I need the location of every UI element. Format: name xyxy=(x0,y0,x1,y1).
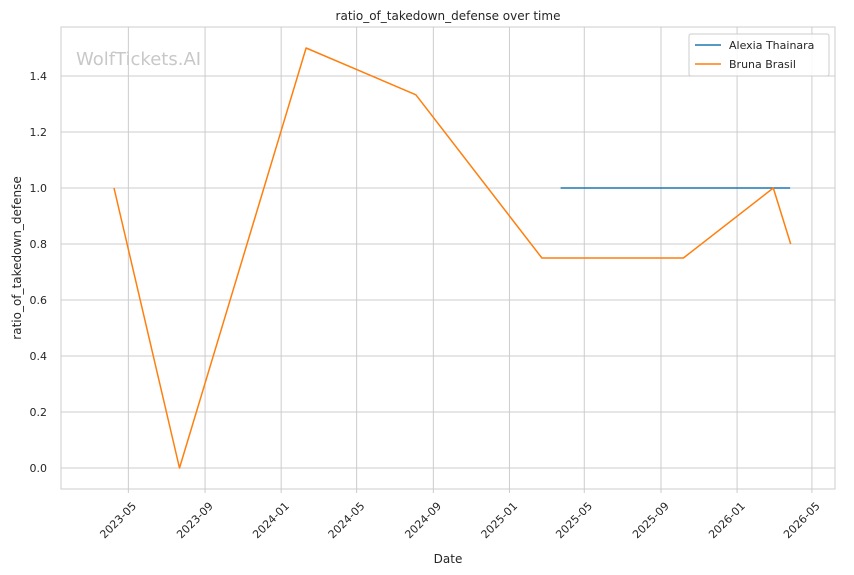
x-tick-label: 2023-05 xyxy=(97,500,139,542)
y-tick-label: 0.2 xyxy=(30,406,48,419)
y-tick-label: 0.6 xyxy=(30,294,48,307)
y-tick-label: 0.8 xyxy=(30,238,48,251)
x-tick-label: 2024-01 xyxy=(250,500,292,542)
series-lines xyxy=(113,47,792,469)
x-tick-label: 2025-05 xyxy=(553,500,595,542)
x-tick-label: 2025-01 xyxy=(479,500,521,542)
x-tick-label: 2024-05 xyxy=(326,500,368,542)
plot-area-frame xyxy=(60,26,836,490)
x-tick-label: 2026-05 xyxy=(781,500,823,542)
y-axis-ticks: 0.0 0.2 0.4 0.6 0.8 1.0 1.2 1.4 xyxy=(30,70,48,475)
legend: Alexia Thainara Bruna Brasil xyxy=(688,33,830,77)
y-tick-label: 0.0 xyxy=(30,462,48,475)
x-tick-label: 2024-09 xyxy=(402,500,444,542)
legend-box xyxy=(688,33,830,77)
x-axis-label: Date xyxy=(434,552,463,566)
x-axis-ticks: 2023-05 2023-09 2024-01 2024-05 2024-09 2025-… xyxy=(97,489,823,542)
x-tick-label: 2025-09 xyxy=(630,500,672,542)
grid xyxy=(61,27,835,489)
y-tick-label: 0.4 xyxy=(30,350,48,363)
legend-label: Alexia Thainara xyxy=(729,39,814,52)
y-tick-label: 1.2 xyxy=(30,126,48,139)
legend-label: Bruna Brasil xyxy=(729,58,796,71)
chart-title: ratio_of_takedown_defense over time xyxy=(336,9,561,23)
series-line-bruna-brasil xyxy=(113,47,792,469)
y-axis-label: ratio_of_takedown_defense xyxy=(10,176,24,339)
y-tick-label: 1.0 xyxy=(30,182,48,195)
x-tick-label: 2026-01 xyxy=(706,500,748,542)
y-tick-label: 1.4 xyxy=(30,70,48,83)
x-tick-label: 2023-09 xyxy=(174,500,216,542)
watermark: WolfTickets.AI xyxy=(76,49,201,70)
